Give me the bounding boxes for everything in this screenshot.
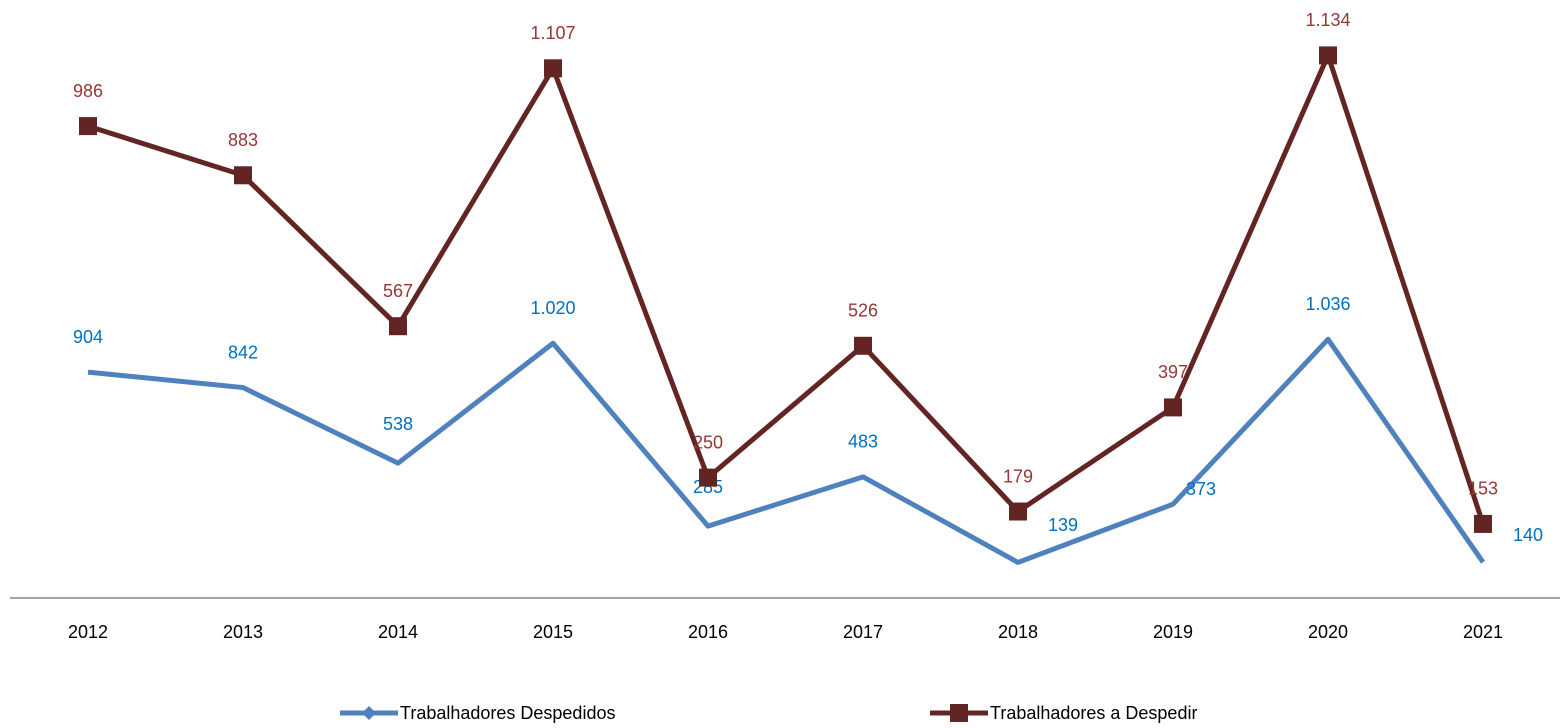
data-label: 842 [228,342,258,362]
data-label: 538 [383,414,413,434]
x-tick-label: 2014 [378,622,418,642]
data-point [79,117,97,136]
data-point [854,336,872,355]
data-point [1009,502,1027,521]
data-label: 1.036 [1305,294,1350,314]
data-point [389,317,407,336]
data-label: 1.107 [530,23,575,43]
data-point [699,468,717,487]
x-tick-label: 2021 [1463,622,1503,642]
series-line [87,52,1486,525]
data-label: 250 [693,432,723,452]
legend-marker [362,706,376,720]
data-label: 883 [228,130,258,150]
data-point [1319,46,1337,65]
data-label: 397 [1158,362,1188,382]
x-tick-label: 2016 [688,622,728,642]
data-label: 1.134 [1305,10,1350,30]
data-label: 567 [383,281,413,301]
data-point [234,166,252,185]
data-label: 140 [1513,525,1543,545]
data-label: 153 [1468,479,1498,499]
x-tick-label: 2015 [533,622,573,642]
data-label: 904 [73,327,103,347]
x-tick-label: 2013 [223,622,263,642]
x-tick-label: 2019 [1153,622,1193,642]
data-label: 373 [1186,479,1216,499]
data-label: 986 [73,81,103,101]
data-label: 139 [1048,515,1078,535]
data-label: 526 [848,301,878,321]
data-label: 1.020 [530,298,575,318]
legend-label: Trabalhadores a Despedir [990,703,1197,723]
x-tick-label: 2018 [998,622,1038,642]
data-point [1164,398,1182,417]
data-label: 483 [848,432,878,452]
data-point [1474,514,1492,533]
legend-label: Trabalhadores Despedidos [400,703,615,723]
x-tick-label: 2012 [68,622,108,642]
x-tick-label: 2017 [843,622,883,642]
series-line [87,336,1486,565]
data-point [544,59,562,78]
legend-marker [950,704,968,722]
x-tick-label: 2020 [1308,622,1348,642]
data-label: 179 [1003,466,1033,486]
